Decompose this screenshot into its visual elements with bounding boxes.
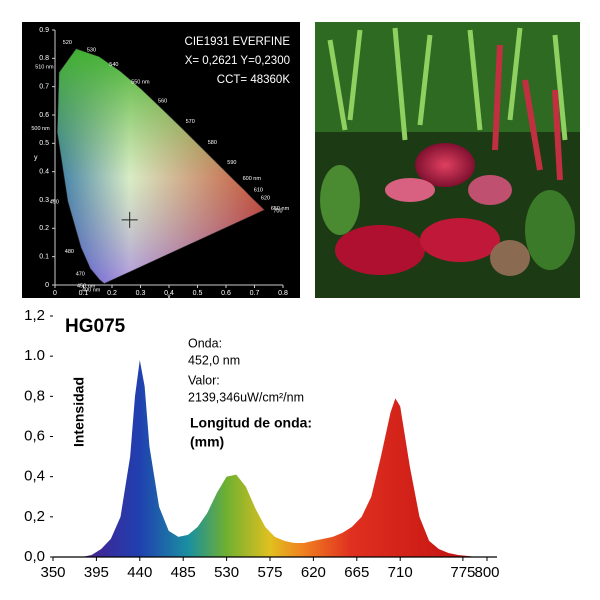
x-tick-label: 620 <box>301 564 326 581</box>
x-tick-label: 350 <box>40 564 65 581</box>
x-axis-label: Longitud de onda: <box>190 415 312 431</box>
annotation: Valor: <box>188 373 220 387</box>
locus-label: 550 nm <box>131 79 150 85</box>
annotation: 2139,346uW/cm²/nm <box>188 390 304 404</box>
locus-label: 620 <box>261 196 270 202</box>
locus-label: 610 <box>254 188 263 194</box>
cie-chart: 0 0.1 0.2 0.3 0.4 0.5 0.6 0.7 0.8 0 0.1 0.2 0.3 0.4 0.… <box>31 27 290 301</box>
locus-label: 600 nm <box>243 176 262 182</box>
x-tick-label: 710 <box>388 564 413 581</box>
photo <box>315 22 580 298</box>
x-tick-label: 440 <box>127 564 152 581</box>
y-tick-label: 0.6 <box>39 112 49 119</box>
x-tick-label: 800 <box>474 564 499 581</box>
locus-label: 650 nm <box>271 206 290 212</box>
annotation: Onda: <box>188 336 222 350</box>
x-axis-label: x <box>167 294 171 301</box>
y-tick-label: 0,0 <box>24 548 45 565</box>
locus-label: 470 <box>76 272 85 278</box>
y-tick-label: 1,2 <box>24 307 45 324</box>
locus-label: 590 <box>227 160 236 166</box>
x-axis-unit: (mm) <box>190 434 224 450</box>
spectrum-chart: 350 395 440 485 530 575 620 665 710 775 800 0,0 0,2 0… <box>24 307 499 581</box>
y-axis-label: Intensidad <box>71 377 87 447</box>
y-tick-label: 0.4 <box>39 169 49 176</box>
x-tick-label: 0.3 <box>136 290 146 297</box>
x-tick-label: 665 <box>344 564 369 581</box>
x-tick-label: 530 <box>214 564 239 581</box>
x-tick-label: 0.1 <box>79 290 89 297</box>
cie-annotation: X= 0,2621 Y=0,2300 <box>185 55 290 67</box>
locus-label: 400 nm <box>82 287 101 293</box>
locus-label: 700 <box>273 208 282 214</box>
locus-label: 540 <box>109 62 118 68</box>
locus-label: 570 <box>186 119 195 125</box>
y-tick-label: 0,6 <box>24 427 45 444</box>
y-tick-label: 0,8 <box>24 387 45 404</box>
x-tick-label: 775 <box>450 564 475 581</box>
y-tick-label: 0.8 <box>39 55 49 62</box>
locus-label: 530 <box>87 48 96 54</box>
y-tick-label: 0.3 <box>39 197 49 204</box>
spectral-locus-overlay <box>56 48 265 284</box>
spectrum-area <box>81 360 478 557</box>
x-tick-label: 575 <box>257 564 282 581</box>
y-tick-label: 0.9 <box>39 27 49 34</box>
y-tick-label: 0 <box>45 282 49 289</box>
locus-label: 580 <box>208 140 217 146</box>
locus-label: 480 <box>65 249 74 255</box>
x-tick-label: 0.2 <box>107 290 117 297</box>
y-tick-label: 0.5 <box>39 140 49 147</box>
x-tick-label: 0 <box>53 290 57 297</box>
x-tick-label: 0.6 <box>221 290 231 297</box>
y-tick-label: 1.0 <box>24 347 45 364</box>
cie-annotation: CCT= 48360K <box>217 74 291 86</box>
x-tick-label: 0.7 <box>250 290 260 297</box>
white-point <box>121 211 138 228</box>
locus-label: 490 <box>50 200 59 206</box>
y-tick-label: 0.2 <box>39 225 49 232</box>
y-tick-label: 0,4 <box>24 468 45 485</box>
locus-label: 520 <box>63 40 72 46</box>
x-tick-label: 485 <box>171 564 196 581</box>
chart-title: HG075 <box>65 316 126 337</box>
y-tick-label: 0.7 <box>39 84 49 91</box>
locus-label: 450 nm <box>77 283 96 289</box>
x-tick-label: 0.5 <box>193 290 203 297</box>
y-tick-label: 0,2 <box>24 508 45 525</box>
locus-label: 510 nm <box>35 64 54 70</box>
x-tick-label: 395 <box>84 564 109 581</box>
x-tick-label: 0.4 <box>164 290 174 297</box>
x-tick-label: 0.8 <box>278 290 288 297</box>
locus-label: 560 <box>158 99 167 105</box>
y-tick-label: 0.1 <box>39 254 49 261</box>
y-axis-label: y <box>34 154 38 161</box>
locus-label: 500 nm <box>31 126 50 132</box>
annotation: 452,0 nm <box>188 353 240 367</box>
cie-annotation: CIE1931 EVERFINE <box>185 36 291 48</box>
